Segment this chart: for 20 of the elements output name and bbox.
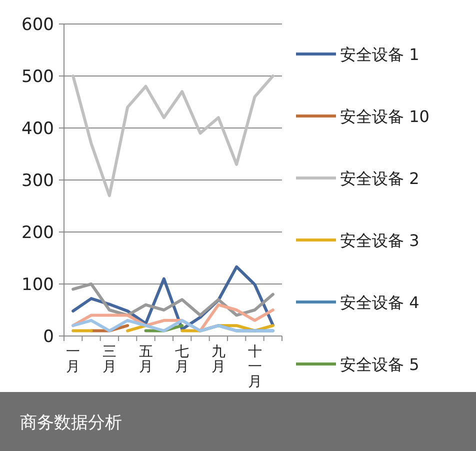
legend-label: 安全设备 10 — [340, 107, 430, 126]
legend-label: 安全设备 3 — [340, 231, 420, 250]
legend-label: 安全设备 2 — [340, 169, 420, 188]
text: 商务数据分析 — [20, 413, 122, 433]
legend-label: 安全设备 1 — [340, 45, 420, 64]
x-tick-label: 七月 — [175, 344, 190, 375]
y-tick-label: 600 — [22, 15, 54, 35]
legend-label: 安全设备 5 — [340, 355, 420, 374]
y-tick-label: 100 — [22, 275, 54, 295]
x-tick-label: 十一月 — [248, 344, 262, 390]
x-tick-label: 一月 — [66, 344, 80, 375]
y-tick-label: 0 — [43, 327, 54, 347]
x-tick-label: 九月 — [211, 344, 226, 375]
y-tick-label: 500 — [22, 67, 54, 87]
x-tick-label: 三月 — [102, 344, 116, 375]
x-tick-label: 五月 — [138, 344, 153, 375]
legend-label: 安全设备 4 — [340, 293, 420, 312]
y-tick-label: 200 — [22, 223, 54, 243]
y-tick-label: 300 — [22, 171, 54, 191]
y-tick-label: 400 — [22, 119, 54, 139]
